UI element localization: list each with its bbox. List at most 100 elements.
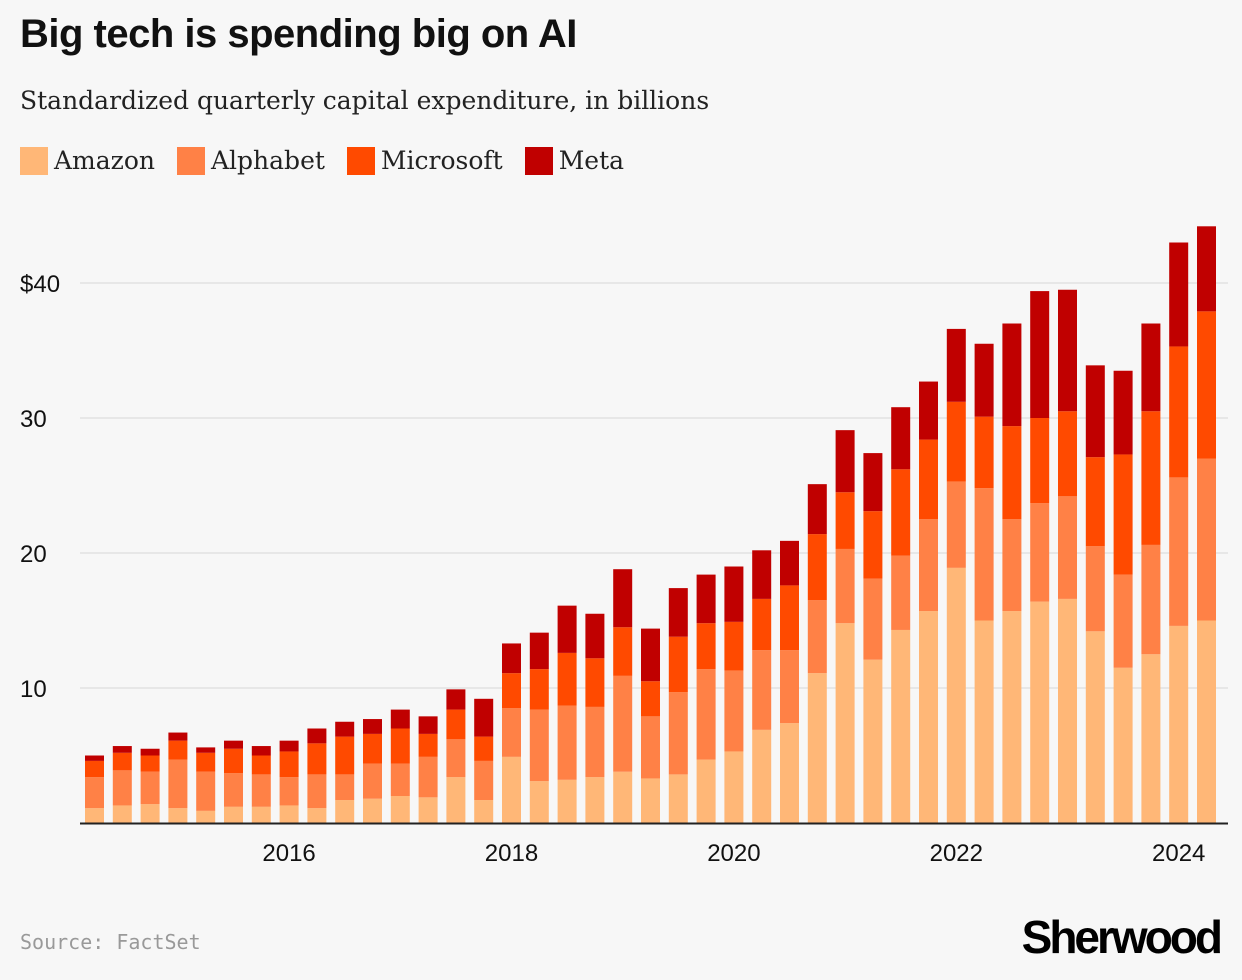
bar-alphabet — [946, 481, 966, 568]
bar-amazon — [1058, 598, 1077, 823]
x-tick-label: 2018 — [485, 840, 538, 867]
y-tick-label: $40 — [20, 271, 60, 298]
bar-microsoft — [557, 652, 577, 706]
legend-label-microsoft: Microsoft — [380, 146, 503, 175]
bar-meta — [363, 719, 382, 734]
bar-meta — [557, 605, 577, 653]
bar-amazon — [502, 756, 521, 823]
bar-meta — [835, 430, 855, 493]
bar-alphabet — [919, 519, 938, 612]
bar-meta — [1030, 291, 1050, 418]
bar-amazon — [557, 779, 577, 823]
bar-amazon — [1113, 667, 1133, 823]
bar-amazon — [668, 774, 688, 823]
bar-alphabet — [724, 670, 744, 752]
bar-meta — [1197, 226, 1216, 312]
bar-amazon — [196, 810, 216, 823]
bar-microsoft — [251, 755, 271, 775]
bar-amazon — [863, 659, 883, 823]
bar-amazon — [641, 778, 660, 823]
bar-alphabet — [1030, 503, 1050, 602]
bar-microsoft — [974, 416, 994, 489]
bar-alphabet — [1113, 574, 1133, 668]
bar-microsoft — [1169, 346, 1189, 478]
bar-meta — [863, 453, 883, 512]
legend-item-alphabet: Alphabet — [177, 146, 325, 175]
bar-amazon — [1002, 611, 1022, 823]
chart-title: Big tech is spending big on AI — [20, 12, 577, 56]
bar-microsoft — [1085, 457, 1105, 547]
bar-microsoft — [224, 748, 243, 774]
bar-alphabet — [835, 548, 855, 624]
bar-microsoft — [140, 755, 160, 772]
bar-amazon — [919, 611, 938, 823]
bar-microsoft — [807, 534, 827, 601]
bar-microsoft — [418, 733, 438, 757]
bar-alphabet — [974, 488, 994, 621]
legend-item-amazon: Amazon — [20, 146, 155, 175]
bar-alphabet — [1002, 519, 1022, 612]
bar-microsoft — [585, 658, 605, 707]
bar-microsoft — [502, 673, 521, 709]
bar-amazon — [780, 723, 799, 823]
bar-alphabet — [251, 774, 271, 807]
bar-amazon — [446, 777, 466, 823]
bar-amazon — [1141, 654, 1161, 823]
bar-alphabet — [585, 706, 605, 778]
bar-amazon — [418, 797, 438, 823]
bar-alphabet — [752, 650, 772, 730]
y-tick-label: 20 — [20, 541, 47, 568]
bar-alphabet — [279, 777, 299, 806]
bar-meta — [224, 740, 243, 749]
bar-alphabet — [502, 708, 521, 757]
bar-microsoft — [307, 743, 327, 775]
bar-amazon — [891, 629, 911, 823]
y-tick-label: 10 — [20, 676, 47, 703]
bar-meta — [752, 550, 772, 599]
bar-alphabet — [85, 777, 104, 809]
bar-amazon — [585, 777, 605, 823]
bar-alphabet — [168, 759, 188, 809]
x-tick-label: 2024 — [1152, 840, 1205, 867]
x-tick-label: 2022 — [930, 840, 983, 867]
bar-alphabet — [668, 692, 688, 775]
bar-meta — [1113, 370, 1133, 455]
y-tick-label: 30 — [20, 406, 47, 433]
bar-microsoft — [668, 636, 688, 693]
bar-meta — [891, 407, 911, 470]
bar-amazon — [335, 800, 355, 823]
bar-meta — [112, 746, 132, 753]
bar-meta — [1085, 365, 1105, 458]
bar-microsoft — [919, 439, 938, 520]
bar-amazon — [696, 759, 716, 823]
bar-meta — [974, 343, 994, 417]
bar-microsoft — [946, 401, 966, 482]
x-tick-label: 2020 — [707, 840, 760, 867]
bar-meta — [529, 632, 549, 670]
bar-amazon — [1197, 620, 1216, 823]
bar-amazon — [1085, 631, 1105, 823]
bar-alphabet — [390, 763, 410, 796]
bar-alphabet — [557, 705, 577, 780]
bar-meta — [780, 540, 799, 586]
bar-alphabet — [1085, 546, 1105, 632]
bar-microsoft — [863, 511, 883, 579]
bar-meta — [502, 643, 521, 674]
bar-microsoft — [724, 621, 744, 671]
stacked-bar-chart: 10 20 30 $40 2016 2018 2020 2022 2024 — [20, 226, 1228, 867]
bar-alphabet — [696, 669, 716, 760]
legend-swatch-amazon — [20, 146, 48, 175]
bar-alphabet — [418, 756, 438, 798]
bar-alphabet — [641, 716, 660, 779]
bar-meta — [1058, 289, 1077, 412]
bar-alphabet — [112, 770, 132, 806]
bar-microsoft — [1113, 454, 1133, 575]
bar-meta — [919, 381, 938, 440]
bar-alphabet — [363, 763, 382, 799]
bar-alphabet — [1141, 544, 1161, 655]
legend-swatch-meta — [524, 146, 553, 175]
legend-item-meta: Meta — [524, 146, 624, 175]
bar-meta — [696, 574, 716, 624]
bar-meta — [807, 484, 827, 535]
bar-meta — [251, 746, 271, 756]
